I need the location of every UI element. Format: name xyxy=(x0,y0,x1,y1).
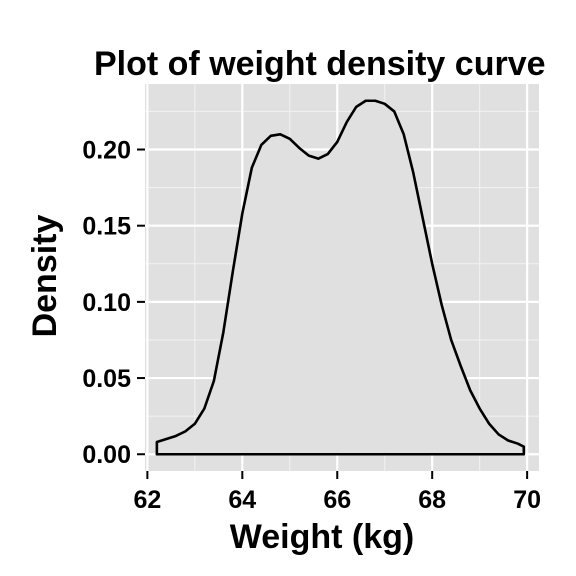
x-tick-label: 62 xyxy=(133,486,161,514)
chart-title: Plot of weight density curve xyxy=(94,45,546,83)
density-curve xyxy=(155,99,526,456)
y-tick-label: 0.05 xyxy=(82,365,131,393)
y-tick-label: 0.20 xyxy=(82,137,131,165)
y-tick-label: 0.10 xyxy=(82,289,131,317)
x-tick-label: 68 xyxy=(418,486,446,514)
y-axis-title: Density xyxy=(26,215,64,338)
x-axis-title: Weight (kg) xyxy=(230,518,414,556)
x-tick-label: 66 xyxy=(323,486,351,514)
x-axis: 62 64 66 68 70 xyxy=(133,471,541,514)
y-axis: 0.00 0.05 0.10 0.15 0.20 xyxy=(82,137,145,469)
y-tick-label: 0.00 xyxy=(82,441,131,469)
plot-panel xyxy=(145,84,539,471)
x-tick-label: 70 xyxy=(513,486,541,514)
y-tick-label: 0.15 xyxy=(82,213,131,241)
x-tick-label: 64 xyxy=(228,486,256,514)
